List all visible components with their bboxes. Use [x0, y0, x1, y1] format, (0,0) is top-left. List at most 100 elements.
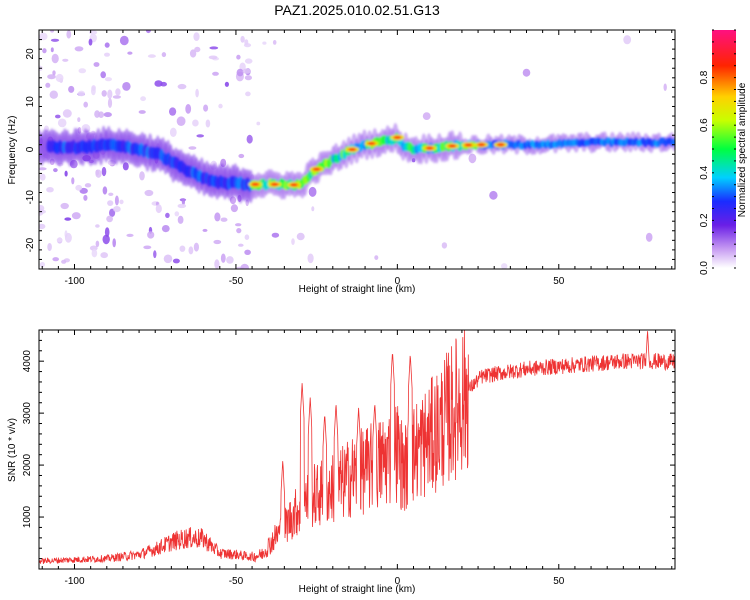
noise-blob — [245, 91, 251, 97]
noise-blob — [127, 51, 133, 55]
x-tick-label: 0 — [395, 276, 401, 287]
noise-blob — [104, 77, 112, 82]
noise-blob — [174, 211, 180, 217]
noise-blob — [62, 58, 69, 62]
noise-blob — [39, 32, 48, 41]
noise-blob — [39, 167, 47, 171]
noise-blob — [60, 202, 69, 210]
noise-blob — [153, 250, 157, 259]
noise-blob — [296, 232, 305, 241]
noise-blob — [95, 224, 100, 228]
noise-blob — [46, 187, 54, 193]
noise-blob — [236, 228, 242, 234]
y-tick-label: 4000 — [22, 350, 33, 373]
colorbar-tick-label: 0.2 — [699, 213, 710, 227]
noise-blob — [108, 192, 114, 196]
noise-blob — [195, 88, 199, 98]
noise-blob — [93, 62, 100, 67]
noise-blob — [441, 242, 448, 249]
noise-blob — [230, 204, 238, 213]
noise-blob — [623, 35, 632, 45]
ridge-maximum-peak — [448, 144, 457, 148]
noise-blob — [202, 228, 208, 232]
noise-blob — [64, 170, 68, 177]
noise-blob — [224, 81, 229, 87]
noise-blob — [42, 48, 47, 54]
x-tick-label: 0 — [395, 576, 401, 587]
noise-blob — [218, 103, 223, 109]
colorbar-tick-label: 0.6 — [699, 118, 710, 132]
noise-blob — [271, 232, 280, 238]
noise-blob — [161, 225, 170, 233]
noise-blob — [89, 245, 98, 251]
noise-blob — [501, 263, 508, 269]
noise-blob — [49, 90, 58, 99]
ridge-core — [672, 138, 675, 146]
noise-blob — [100, 71, 106, 79]
noise-blob — [238, 153, 245, 159]
noise-blob — [50, 30, 55, 33]
noise-blob — [56, 237, 63, 243]
noise-blob — [236, 68, 244, 77]
noise-blob — [213, 239, 222, 245]
noise-blob — [179, 245, 186, 252]
noise-blob — [52, 70, 56, 76]
noise-blob — [91, 85, 96, 91]
noise-blob — [50, 38, 60, 42]
noise-blob — [78, 68, 87, 74]
noise-blob — [98, 111, 104, 118]
noise-blob — [107, 89, 113, 99]
noise-blob — [107, 200, 114, 207]
noise-blob — [64, 232, 72, 243]
ridge-maximum-peak — [393, 135, 402, 140]
noise-blob — [240, 35, 245, 43]
noise-blob — [138, 110, 146, 114]
noise-blob — [422, 112, 431, 120]
noise-blob — [47, 74, 56, 80]
noise-blob — [185, 104, 192, 114]
x-tick-label: 50 — [553, 576, 565, 587]
noise-blob — [192, 119, 199, 127]
noise-blob — [262, 41, 267, 45]
noise-blob — [95, 240, 100, 247]
noise-blob — [147, 231, 155, 239]
y-tick-label: 2000 — [22, 454, 33, 477]
noise-blob — [177, 83, 187, 90]
noise-blob — [74, 46, 84, 52]
ridge-maximum-peak — [270, 182, 279, 186]
noise-blob — [104, 227, 110, 238]
noise-blob — [83, 194, 88, 201]
y-tick-label: 0 — [25, 146, 36, 152]
noise-blob — [126, 233, 134, 237]
y-tick-label: 20 — [25, 48, 36, 60]
noise-blob — [177, 215, 184, 224]
snr-panel: -100 -50 0 50 1000 2000 3000 4000 Height of str… — [7, 329, 676, 595]
noise-blob — [256, 121, 261, 126]
noise-blob — [122, 162, 129, 171]
noise-blob — [62, 109, 72, 118]
noise-blob — [226, 256, 234, 264]
noise-blob — [243, 43, 252, 48]
noise-blob — [107, 98, 113, 108]
noise-blob — [88, 38, 93, 46]
noise-blob — [79, 187, 88, 194]
noise-blob — [77, 117, 81, 122]
noise-blob — [143, 245, 152, 250]
spectrogram-ylabel: Frequency (Hz) — [7, 116, 18, 185]
noise-blob — [68, 85, 75, 93]
noise-blob — [55, 114, 61, 119]
ridge-maximum-peak — [477, 143, 486, 147]
y-tick-label: 10 — [25, 96, 36, 108]
noise-blob — [101, 166, 107, 177]
noise-blob — [144, 189, 154, 197]
noise-blob — [55, 73, 64, 83]
colorbar-tick-label: 0.4 — [699, 165, 710, 179]
noise-blob — [103, 112, 112, 118]
noise-blob — [71, 177, 75, 185]
noise-blob — [374, 255, 379, 260]
noise-blob — [106, 215, 113, 223]
noise-blob — [114, 195, 119, 206]
noise-blob — [522, 68, 531, 77]
